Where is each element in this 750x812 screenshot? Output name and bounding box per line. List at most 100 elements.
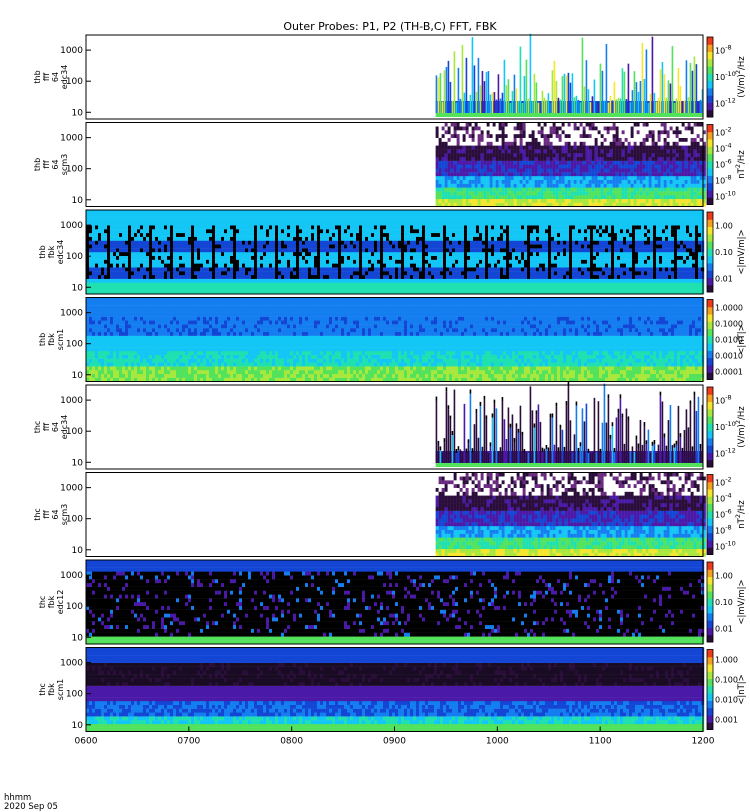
cell — [209, 283, 212, 287]
cell — [559, 168, 562, 172]
cell — [200, 275, 203, 279]
cell — [257, 221, 260, 225]
cell — [263, 244, 266, 248]
cell — [218, 233, 221, 237]
cell — [371, 286, 374, 290]
cell — [685, 191, 688, 195]
cell — [131, 244, 134, 248]
cell — [371, 210, 374, 214]
cell — [440, 244, 443, 248]
cell — [365, 252, 368, 256]
cell — [431, 210, 434, 214]
cell — [335, 256, 338, 260]
cell — [437, 244, 440, 248]
cell — [685, 149, 688, 153]
cell — [188, 283, 191, 287]
cell — [589, 130, 592, 134]
cell — [233, 279, 236, 283]
cell — [308, 241, 311, 245]
cell — [464, 260, 467, 264]
cell — [682, 149, 685, 153]
cell — [440, 241, 443, 245]
cell — [377, 221, 380, 225]
cell — [673, 157, 676, 161]
spike — [438, 77, 440, 113]
cell — [428, 225, 431, 229]
cell — [272, 283, 275, 287]
cell — [182, 260, 185, 264]
cell — [685, 138, 688, 142]
cell — [464, 229, 467, 233]
cell — [499, 142, 502, 146]
cell — [92, 225, 95, 229]
cell — [254, 229, 257, 233]
cell — [425, 221, 428, 225]
cell — [697, 130, 700, 134]
cell — [308, 260, 311, 264]
cell — [469, 172, 472, 176]
cell — [467, 225, 470, 229]
cell — [529, 142, 532, 146]
cell — [395, 279, 398, 283]
spike — [466, 58, 468, 113]
cell — [607, 172, 610, 176]
cell — [167, 248, 170, 252]
cell — [508, 161, 511, 165]
cell — [484, 142, 487, 146]
cell — [673, 199, 676, 203]
cell — [700, 165, 703, 169]
cell — [224, 218, 227, 222]
cell — [553, 149, 556, 153]
cell — [604, 191, 607, 195]
cell — [248, 267, 251, 271]
cell — [104, 214, 107, 218]
cell — [460, 153, 463, 157]
cell — [245, 244, 248, 248]
cell — [92, 221, 95, 225]
cell — [353, 214, 356, 218]
cell — [371, 237, 374, 241]
cell — [290, 237, 293, 241]
cell — [239, 260, 242, 264]
cell — [544, 187, 547, 191]
cell — [434, 275, 437, 279]
cell — [571, 191, 574, 195]
cell — [239, 237, 242, 241]
cell — [454, 157, 457, 161]
cell — [383, 279, 386, 283]
cell — [700, 184, 703, 188]
cell — [185, 233, 188, 237]
cell — [173, 252, 176, 256]
cell — [221, 267, 224, 271]
cell — [311, 244, 314, 248]
cell — [167, 275, 170, 279]
cell — [401, 252, 404, 256]
cell — [218, 271, 221, 275]
cell — [338, 225, 341, 229]
cell — [425, 241, 428, 245]
cell — [496, 138, 499, 142]
cell — [622, 191, 625, 195]
cell — [436, 176, 439, 180]
cell — [434, 233, 437, 237]
cell — [125, 214, 128, 218]
cell — [622, 134, 625, 138]
cell — [419, 218, 422, 222]
cell — [652, 168, 655, 172]
spike — [700, 100, 702, 113]
cell — [362, 283, 365, 287]
cell — [137, 248, 140, 252]
cell — [167, 241, 170, 245]
cell — [113, 283, 116, 287]
cell — [649, 126, 652, 130]
cell — [431, 237, 434, 241]
cell — [92, 229, 95, 233]
cell — [553, 138, 556, 142]
cell — [365, 271, 368, 275]
cell — [299, 229, 302, 233]
cell — [155, 275, 158, 279]
cell — [445, 199, 448, 203]
cell — [113, 260, 116, 264]
cell — [404, 214, 407, 218]
cell — [245, 279, 248, 283]
